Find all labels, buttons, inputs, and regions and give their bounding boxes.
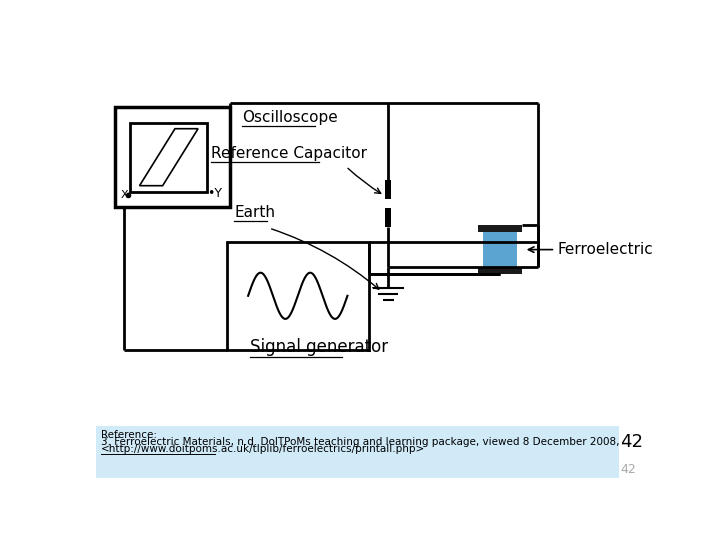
Text: Reference:: Reference:	[101, 430, 157, 440]
Text: X: X	[121, 190, 129, 200]
Text: Signal generator: Signal generator	[250, 338, 388, 356]
Bar	[115, 107, 230, 207]
Text: •Y: •Y	[207, 186, 222, 200]
Bar	[130, 123, 207, 192]
Bar	[385, 208, 392, 226]
Text: <http://www.doitpoms.ac.uk/tlplib/ferroelectrics/printall.php>: <http://www.doitpoms.ac.uk/tlplib/ferroe…	[101, 444, 426, 455]
Text: Earth: Earth	[234, 205, 275, 220]
Text: 42: 42	[620, 433, 643, 451]
Text: Reference Capacitor: Reference Capacitor	[211, 146, 367, 161]
Bar	[385, 180, 392, 199]
Text: Ferroelectric: Ferroelectric	[558, 242, 654, 257]
Bar	[483, 230, 517, 269]
Text: 42: 42	[620, 463, 636, 476]
Bar	[96, 426, 619, 478]
Text: Oscilloscope: Oscilloscope	[242, 110, 338, 125]
Bar	[477, 267, 522, 274]
Text: 3. Ferroelectric Materials, n.d. DoITPoMs teaching and learning package, viewed : 3. Ferroelectric Materials, n.d. DoITPoM…	[101, 437, 619, 447]
Bar	[227, 242, 369, 350]
Bar	[477, 225, 522, 232]
